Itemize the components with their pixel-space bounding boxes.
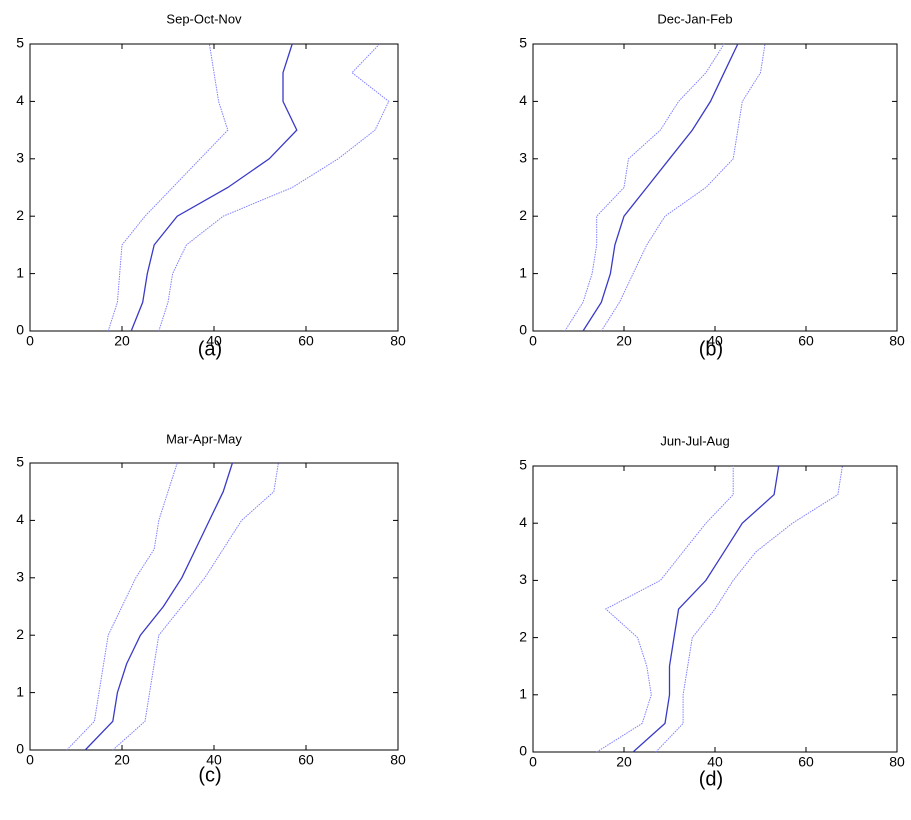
profile-line: [564, 43, 725, 332]
x-tick-label: 0: [26, 752, 34, 768]
profile-line: [582, 43, 739, 332]
y-tick-label: 0: [16, 322, 24, 338]
y-tick-label: 3: [519, 150, 527, 166]
y-tick-label: 1: [519, 264, 527, 280]
x-tick-label: 80: [390, 333, 406, 349]
x-tick-label: 80: [889, 754, 905, 770]
x-tick-label: 80: [889, 333, 905, 349]
profile-line: [596, 466, 734, 753]
y-tick-label: 3: [16, 150, 24, 166]
y-tick-label: 1: [519, 686, 527, 702]
profile-line: [112, 462, 279, 751]
profile-line: [130, 43, 298, 332]
y-tick-label: 0: [519, 743, 527, 759]
profile-line: [107, 43, 229, 332]
y-tick-label: 0: [519, 322, 527, 338]
y-tick-label: 2: [519, 207, 527, 223]
x-tick-label: 20: [114, 752, 130, 768]
x-tick-label: 0: [26, 333, 34, 349]
x-tick-label: 40: [206, 333, 222, 349]
y-tick-label: 2: [16, 207, 24, 223]
profile-line: [158, 43, 390, 332]
x-tick-label: 0: [529, 333, 537, 349]
y-tick-label: 2: [16, 626, 24, 642]
y-tick-label: 3: [16, 569, 24, 585]
axes-box: [29, 462, 399, 751]
axes-box: [29, 43, 399, 332]
x-tick-label: 60: [798, 333, 814, 349]
y-tick-label: 5: [519, 457, 527, 473]
y-tick-label: 5: [519, 35, 527, 51]
x-tick-label: 40: [707, 754, 723, 770]
y-tick-label: 2: [519, 628, 527, 644]
profile-line: [66, 462, 178, 751]
x-tick-label: 20: [616, 333, 632, 349]
chart-title: Jun-Jul-Aug: [660, 433, 729, 448]
y-tick-label: 4: [519, 92, 527, 108]
y-tick-label: 3: [519, 571, 527, 587]
x-tick-label: 60: [298, 333, 314, 349]
panel-caption: (d): [699, 768, 723, 790]
y-tick-label: 1: [16, 264, 24, 280]
x-tick-label: 40: [206, 752, 222, 768]
y-tick-label: 5: [16, 454, 24, 470]
chart-title: Mar-Apr-May: [166, 431, 242, 446]
x-tick-label: 80: [390, 752, 406, 768]
x-tick-label: 40: [707, 333, 723, 349]
chart-title: Sep-Oct-Nov: [166, 11, 242, 26]
x-tick-label: 60: [298, 752, 314, 768]
profile-line: [632, 465, 780, 753]
profile-line: [84, 462, 234, 751]
y-tick-label: 5: [16, 35, 24, 51]
x-tick-label: 0: [529, 754, 537, 770]
y-tick-label: 4: [519, 514, 527, 530]
y-tick-label: 0: [16, 741, 24, 757]
y-tick-label: 1: [16, 683, 24, 699]
chart-title: Dec-Jan-Feb: [657, 11, 732, 26]
x-tick-label: 20: [616, 754, 632, 770]
profile-line: [655, 465, 843, 753]
panel-caption: (a): [198, 338, 222, 360]
y-tick-label: 4: [16, 511, 24, 527]
panel-caption: (c): [198, 764, 221, 786]
y-tick-label: 4: [16, 92, 24, 108]
panel-caption: (b): [699, 338, 723, 360]
x-tick-label: 60: [798, 754, 814, 770]
x-tick-label: 20: [114, 333, 130, 349]
profile-line: [600, 43, 766, 332]
